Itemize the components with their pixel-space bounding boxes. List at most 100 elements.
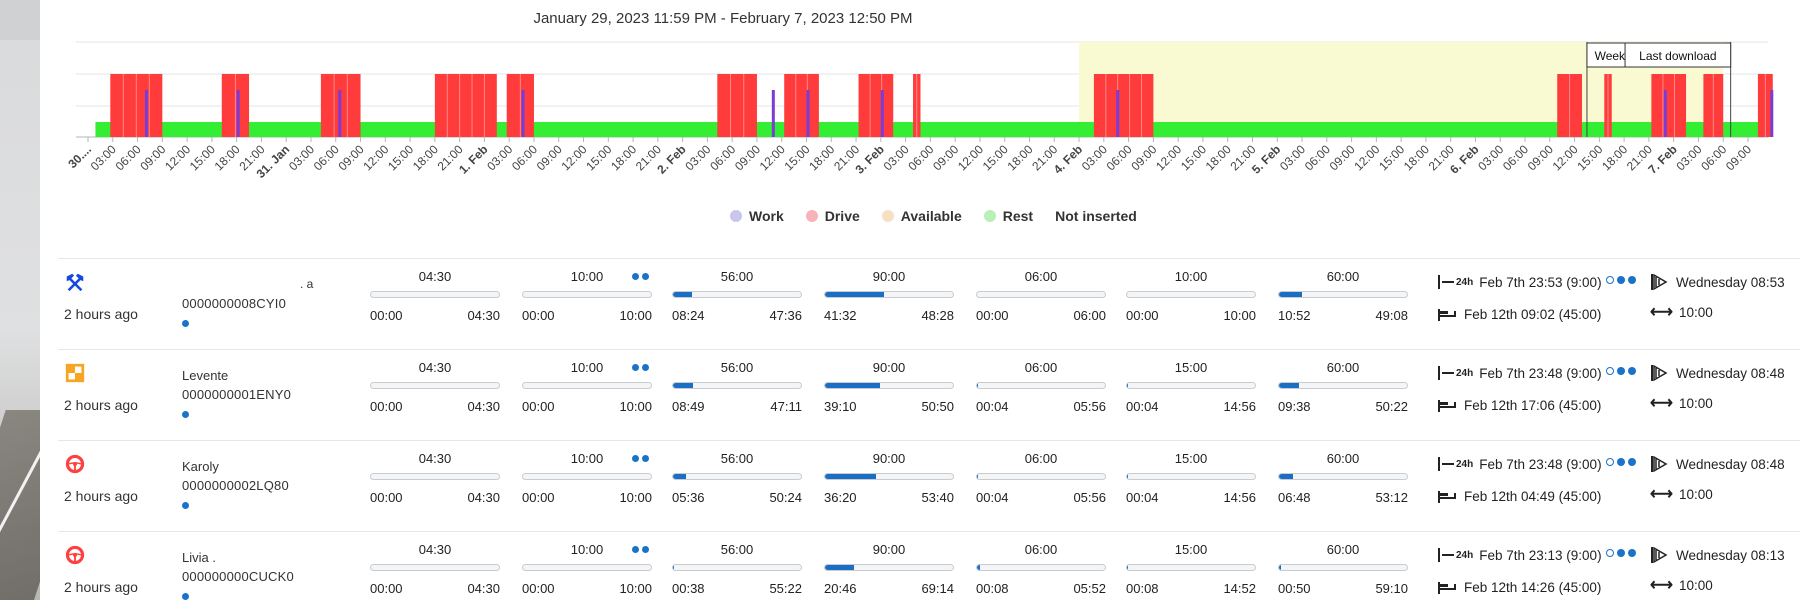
work-mark bbox=[1663, 90, 1667, 137]
work-mark bbox=[1116, 90, 1120, 137]
time-counter: 56:00 08:24 47:36 bbox=[672, 269, 802, 323]
time-counter: 10:00 00:00 10:00 bbox=[1126, 269, 1256, 323]
driver-row[interactable]: 2 hours ago Livia . 000000000CUCK0 04:30 00:… bbox=[58, 531, 1800, 600]
time-counter: 04:30 00:00 04:30 bbox=[370, 360, 500, 414]
counter-values: 20:46 69:14 bbox=[824, 581, 954, 596]
counter-used: 10:52 bbox=[1278, 308, 1311, 323]
counter-remaining: 04:30 bbox=[467, 308, 500, 323]
x-tick-label: 06:00 bbox=[1698, 142, 1729, 173]
counter-remaining: 69:14 bbox=[921, 581, 954, 596]
daily-rest-24h-icon: 24h bbox=[1438, 366, 1473, 380]
drive-block bbox=[858, 74, 894, 137]
driver-name[interactable]: Livia . bbox=[182, 550, 216, 565]
x-tick-label: 15:00 bbox=[980, 142, 1011, 173]
x-tick-label: 06:00 bbox=[707, 142, 738, 173]
x-tick-label: 06:00 bbox=[1302, 142, 1333, 173]
rest-progress-dots bbox=[1606, 549, 1636, 557]
legend-item[interactable]: Available bbox=[881, 208, 962, 224]
counter-progress-bar bbox=[370, 382, 500, 389]
driver-card-number: 0000000008CYI0 bbox=[182, 296, 287, 311]
double-arrow-icon: ⟷ bbox=[1650, 486, 1673, 503]
driver-name[interactable]: . a bbox=[300, 277, 314, 291]
counter-values: 08:24 47:36 bbox=[672, 308, 802, 323]
counter-progress-fill bbox=[1127, 565, 1129, 570]
drive-block bbox=[1651, 74, 1687, 137]
next-shift: Wednesday 08:48 ⟷ 10:00 bbox=[1650, 453, 1785, 505]
counter-progress-bar bbox=[1126, 291, 1256, 298]
available-icon bbox=[64, 362, 86, 384]
counter-used: 00:08 bbox=[1126, 581, 1159, 596]
indicator-dot bbox=[642, 364, 649, 371]
legend-item[interactable]: Rest bbox=[983, 208, 1033, 224]
x-tick-label: 03:00 bbox=[88, 142, 119, 173]
driver-status bbox=[64, 271, 164, 293]
counter-limit: 15:00 bbox=[1174, 360, 1208, 375]
counter-remaining: 50:22 bbox=[1375, 399, 1408, 414]
counter-progress-fill bbox=[673, 474, 686, 479]
time-counter: 60:00 09:38 50:22 bbox=[1278, 360, 1408, 414]
finish-flag-icon bbox=[1650, 455, 1668, 473]
counter-remaining: 47:11 bbox=[770, 399, 802, 414]
activity-chart-panel: January 29, 2023 11:59 PM - February 7, … bbox=[58, 0, 1800, 258]
x-tick-label: 03:00 bbox=[1079, 142, 1110, 173]
counter-values: 00:00 10:00 bbox=[522, 308, 652, 323]
x-tick-label: 3. Feb bbox=[853, 142, 887, 176]
counter-limit: 10:00 bbox=[1174, 269, 1208, 284]
daily-rest-line: 24h Feb 7th 23:53 (9:00) bbox=[1438, 271, 1602, 293]
x-tick-label: 09:00 bbox=[1525, 142, 1556, 173]
x-tick-label: 06:00 bbox=[905, 142, 936, 173]
x-tick-label: 18:00 bbox=[1203, 142, 1234, 173]
next-duration: 10:00 bbox=[1678, 577, 1713, 593]
driver-row[interactable]: 2 hours ago. a 0000000008CYI0 04:30 00:00 04… bbox=[58, 258, 1800, 340]
last-update-time: 2 hours ago bbox=[64, 397, 138, 413]
counter-values: 00:04 05:56 bbox=[976, 399, 1106, 414]
counter-progress-bar bbox=[1126, 382, 1256, 389]
driver-name[interactable]: Karoly bbox=[182, 459, 219, 474]
counter-limit: 90:00 bbox=[872, 542, 906, 557]
legend-item[interactable]: Work bbox=[730, 208, 784, 224]
driver-status bbox=[64, 453, 164, 475]
counter-progress-fill bbox=[1127, 474, 1128, 479]
legend-marker bbox=[881, 210, 894, 222]
steering-wheel-icon bbox=[64, 453, 86, 475]
counter-limit: 06:00 bbox=[1024, 542, 1058, 557]
counter-remaining: 53:40 bbox=[921, 490, 954, 505]
driver-name[interactable]: Levente bbox=[182, 368, 229, 383]
driver-identity: Levente 0000000001ENY0 bbox=[182, 368, 291, 418]
counter-progress-fill bbox=[825, 474, 877, 479]
counter-used: 00:04 bbox=[976, 399, 1009, 414]
double-arrow-icon: ⟷ bbox=[1650, 395, 1673, 412]
counter-limit: 10:00 bbox=[570, 360, 604, 375]
x-tick-label: 03:00 bbox=[1475, 142, 1506, 173]
bed-icon bbox=[1438, 580, 1458, 594]
counter-progress-fill bbox=[1279, 292, 1303, 297]
next-start-time: Wednesday 08:48 bbox=[1676, 365, 1785, 381]
driver-row[interactable]: 2 hours ago Levente 0000000001ENY0 04:30 00:… bbox=[58, 349, 1800, 431]
legend-item[interactable]: Drive bbox=[805, 208, 860, 224]
indicator-dot bbox=[642, 273, 649, 280]
driver-identity: . a 0000000008CYI0 bbox=[182, 277, 313, 327]
x-tick-label: 12:00 bbox=[1351, 142, 1382, 173]
counter-progress-bar bbox=[1278, 564, 1408, 571]
counter-values: 05:36 50:24 bbox=[672, 490, 802, 505]
next-duration: 10:00 bbox=[1678, 395, 1713, 411]
x-tick-label: 15:00 bbox=[1178, 142, 1209, 173]
counter-limit: 60:00 bbox=[1326, 451, 1360, 466]
counter-progress-fill bbox=[977, 474, 979, 479]
counter-progress-fill bbox=[825, 383, 881, 388]
counter-limit: 04:30 bbox=[418, 542, 452, 557]
counter-remaining: 48:28 bbox=[921, 308, 954, 323]
rest-progress-dots bbox=[1606, 458, 1636, 466]
rest-dot bbox=[1628, 458, 1636, 466]
counter-remaining: 06:00 bbox=[1073, 308, 1106, 323]
last-update-time: 2 hours ago bbox=[64, 579, 138, 595]
counter-progress-fill bbox=[673, 292, 693, 297]
legend-item[interactable]: Not inserted bbox=[1055, 208, 1137, 224]
driver-row[interactable]: 2 hours ago Karoly 0000000002LQ80 04:30 00:0… bbox=[58, 440, 1800, 522]
counter-progress-bar bbox=[824, 564, 954, 571]
counter-progress-bar bbox=[976, 564, 1106, 571]
counter-progress-bar bbox=[672, 473, 802, 480]
glyph-dash bbox=[1442, 281, 1454, 283]
rest-progress-dots bbox=[1606, 276, 1636, 284]
rest-deadlines: 24h Feb 7th 23:48 (9:00) Feb 12th 04:49 (4… bbox=[1438, 453, 1602, 507]
